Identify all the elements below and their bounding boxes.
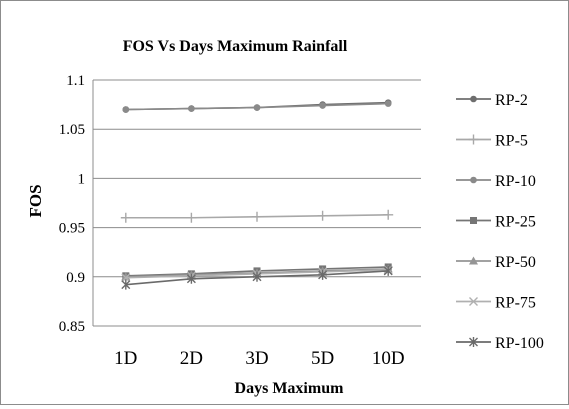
series-rp-10 <box>122 100 392 113</box>
data-point-marker <box>383 265 393 276</box>
data-point-marker <box>186 273 196 284</box>
legend-label: RP-100 <box>495 335 544 352</box>
x-tick-label: 3D <box>245 348 268 369</box>
y-axis-label: FOS <box>26 184 45 217</box>
data-point-marker <box>470 217 477 224</box>
y-tick-label: 0.95 <box>59 221 85 237</box>
series-rp-100 <box>121 265 393 290</box>
legend-item: RP-5 <box>456 133 528 150</box>
data-point-marker <box>383 209 394 220</box>
legend-label: RP-25 <box>495 214 536 231</box>
x-axis-label: Days Maximum <box>235 380 345 397</box>
data-point-marker <box>253 104 261 111</box>
series-lines <box>120 99 394 290</box>
data-point-marker <box>470 176 477 184</box>
x-axis-ticks: 1D 2D 3D 5D 10D <box>114 348 404 369</box>
data-point-marker <box>120 212 131 223</box>
data-point-marker <box>252 271 262 282</box>
legend-item: RP-75 <box>456 295 536 312</box>
data-point-marker <box>186 212 197 223</box>
data-point-marker <box>469 337 478 347</box>
gridlines <box>92 79 421 327</box>
legend-label: RP-5 <box>495 133 528 150</box>
data-point-marker <box>318 269 328 280</box>
legend-item: RP-25 <box>456 214 536 231</box>
x-tick-label: 5D <box>311 348 334 369</box>
data-point-marker <box>469 256 478 265</box>
y-tick-label: 0.9 <box>66 270 85 286</box>
legend-item: RP-2 <box>456 92 528 109</box>
data-point-marker <box>470 95 477 103</box>
data-point-marker <box>384 100 392 107</box>
data-point-marker <box>188 105 195 112</box>
y-tick-label: 1.05 <box>59 122 85 138</box>
legend-item: RP-100 <box>456 335 544 352</box>
data-point-marker <box>122 106 130 113</box>
data-point-marker <box>252 211 262 222</box>
data-point-marker <box>468 134 479 145</box>
y-tick-label: 0.85 <box>59 319 85 335</box>
legend-label: RP-10 <box>495 173 536 190</box>
data-point-marker <box>319 102 326 109</box>
legend-item: RP-50 <box>456 254 536 271</box>
y-tick-label: 1.1 <box>66 73 85 89</box>
data-point-marker <box>121 273 131 283</box>
legend-label: RP-75 <box>495 295 536 312</box>
x-tick-label: 2D <box>180 348 203 369</box>
data-point-marker <box>317 210 328 221</box>
legend-label: RP-2 <box>495 92 528 109</box>
y-axis-ticks: 0.85 0.9 0.95 1 1.05 1.1 <box>59 73 85 335</box>
x-tick-label: 1D <box>114 348 137 369</box>
data-point-marker <box>469 297 478 306</box>
legend-item: RP-10 <box>456 173 536 190</box>
legend-label: RP-50 <box>495 254 536 271</box>
y-tick-label: 1 <box>78 171 86 187</box>
chart-title: FOS Vs Days Maximum Rainfall <box>123 38 348 55</box>
legend: RP-2 RP-5 RP-10 RP-25 RP-50 RP-75 RP-100 <box>456 92 544 352</box>
data-point-marker <box>121 279 131 290</box>
x-tick-label: 10D <box>372 348 405 369</box>
series-rp-5 <box>120 209 394 223</box>
